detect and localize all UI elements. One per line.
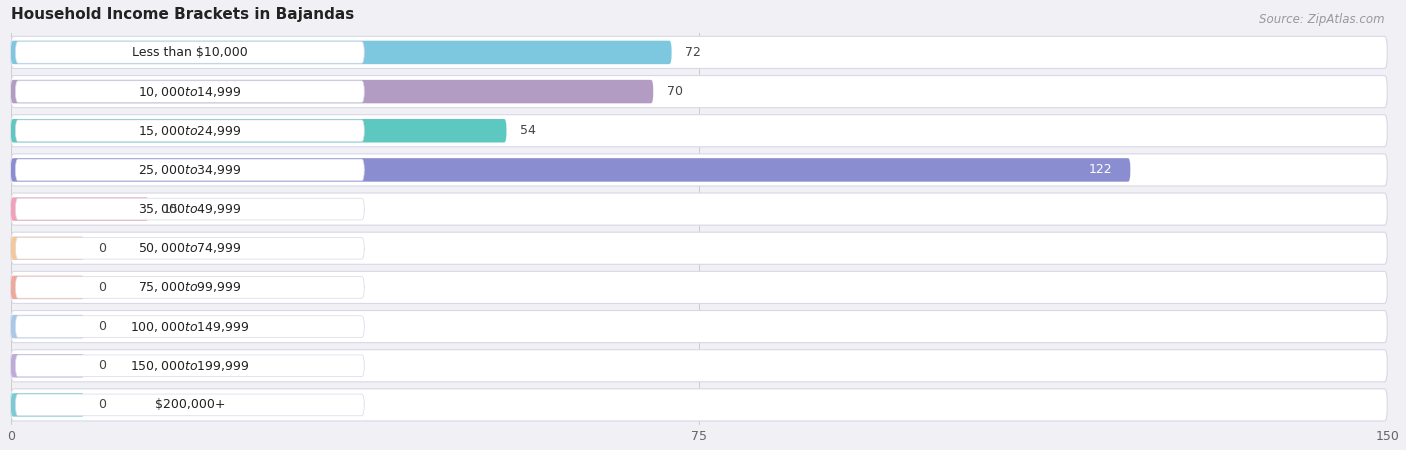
FancyBboxPatch shape xyxy=(11,315,84,338)
FancyBboxPatch shape xyxy=(15,316,364,338)
FancyBboxPatch shape xyxy=(11,198,149,221)
Text: $35,000 to $49,999: $35,000 to $49,999 xyxy=(138,202,242,216)
Text: $50,000 to $74,999: $50,000 to $74,999 xyxy=(138,241,242,255)
FancyBboxPatch shape xyxy=(15,159,364,181)
FancyBboxPatch shape xyxy=(11,271,1388,303)
FancyBboxPatch shape xyxy=(11,354,84,378)
Text: 70: 70 xyxy=(666,85,683,98)
FancyBboxPatch shape xyxy=(11,237,84,260)
FancyBboxPatch shape xyxy=(11,393,84,417)
Text: $10,000 to $14,999: $10,000 to $14,999 xyxy=(138,85,242,99)
FancyBboxPatch shape xyxy=(15,120,364,142)
FancyBboxPatch shape xyxy=(11,119,506,143)
FancyBboxPatch shape xyxy=(11,276,84,299)
Text: 54: 54 xyxy=(520,124,536,137)
Text: $100,000 to $149,999: $100,000 to $149,999 xyxy=(131,320,249,333)
Text: $75,000 to $99,999: $75,000 to $99,999 xyxy=(138,280,242,294)
Text: Household Income Brackets in Bajandas: Household Income Brackets in Bajandas xyxy=(11,7,354,22)
Text: 72: 72 xyxy=(685,46,702,59)
FancyBboxPatch shape xyxy=(11,36,1388,68)
FancyBboxPatch shape xyxy=(11,389,1388,421)
Text: 0: 0 xyxy=(98,359,105,372)
Text: $15,000 to $24,999: $15,000 to $24,999 xyxy=(138,124,242,138)
Text: 0: 0 xyxy=(98,242,105,255)
Text: 0: 0 xyxy=(98,320,105,333)
FancyBboxPatch shape xyxy=(11,193,1388,225)
FancyBboxPatch shape xyxy=(11,80,654,104)
FancyBboxPatch shape xyxy=(15,355,364,377)
FancyBboxPatch shape xyxy=(15,277,364,298)
FancyBboxPatch shape xyxy=(11,158,1130,182)
FancyBboxPatch shape xyxy=(11,40,672,64)
FancyBboxPatch shape xyxy=(15,81,364,103)
FancyBboxPatch shape xyxy=(11,76,1388,108)
Text: 15: 15 xyxy=(162,202,179,216)
Text: Less than $10,000: Less than $10,000 xyxy=(132,46,247,59)
Text: $150,000 to $199,999: $150,000 to $199,999 xyxy=(131,359,249,373)
FancyBboxPatch shape xyxy=(11,154,1388,186)
FancyBboxPatch shape xyxy=(15,238,364,259)
Text: $200,000+: $200,000+ xyxy=(155,398,225,411)
Text: $25,000 to $34,999: $25,000 to $34,999 xyxy=(138,163,242,177)
FancyBboxPatch shape xyxy=(11,310,1388,342)
FancyBboxPatch shape xyxy=(11,115,1388,147)
FancyBboxPatch shape xyxy=(15,41,364,63)
Text: 0: 0 xyxy=(98,281,105,294)
FancyBboxPatch shape xyxy=(15,394,364,416)
FancyBboxPatch shape xyxy=(11,232,1388,264)
FancyBboxPatch shape xyxy=(15,198,364,220)
FancyBboxPatch shape xyxy=(11,350,1388,382)
Text: 122: 122 xyxy=(1088,163,1112,176)
Text: 0: 0 xyxy=(98,398,105,411)
Text: Source: ZipAtlas.com: Source: ZipAtlas.com xyxy=(1260,14,1385,27)
